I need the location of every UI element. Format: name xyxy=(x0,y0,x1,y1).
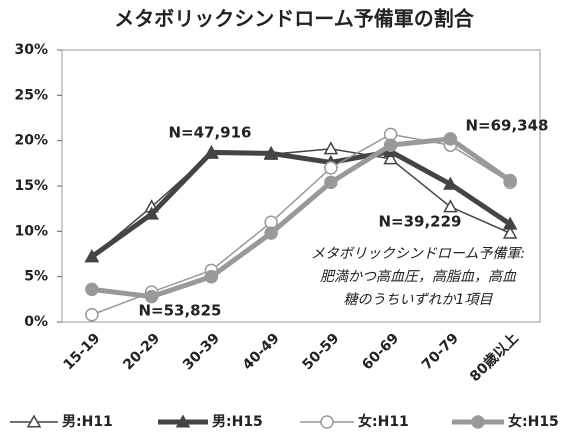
point xyxy=(204,269,219,284)
series-line xyxy=(91,148,511,258)
legend-label: 女:H15 xyxy=(508,413,559,430)
note: 糖のうちいずれか1項目 xyxy=(344,292,494,308)
point xyxy=(443,176,458,190)
chart-title: メタボリックシンドローム予備軍の割合 xyxy=(114,7,474,31)
x-tick-label: 60-69 xyxy=(359,330,402,373)
y-tick-label: 20% xyxy=(14,133,48,149)
point xyxy=(324,175,338,190)
x-tick-label: 15-19 xyxy=(61,330,104,373)
series-line xyxy=(91,136,512,300)
x-tick-label: 30-39 xyxy=(180,330,223,373)
point xyxy=(144,289,159,304)
point xyxy=(264,226,278,240)
x-tick-label: 20-29 xyxy=(120,330,163,373)
annotation: N=39,229 xyxy=(378,213,461,231)
point xyxy=(324,161,338,175)
x-tick-label: 40-49 xyxy=(240,330,283,373)
legend-label: 男:H15 xyxy=(212,414,263,430)
y-tick-label: 5% xyxy=(24,269,48,285)
x-tick-label: 70-79 xyxy=(419,330,462,373)
point xyxy=(320,415,334,429)
y-tick-label: 10% xyxy=(14,223,48,239)
note: メタボリックシンドローム予備軍: xyxy=(311,246,525,262)
point xyxy=(503,173,517,188)
point xyxy=(502,225,518,239)
legend-label: 男:H11 xyxy=(62,414,113,430)
y-tick-label: 25% xyxy=(14,87,48,103)
x-tick-label: 80歳以上 xyxy=(466,330,521,385)
series-line xyxy=(91,133,511,316)
y-tick-label: 15% xyxy=(14,178,48,194)
point xyxy=(383,138,398,152)
y-tick-label: 30% xyxy=(14,42,48,58)
point xyxy=(443,132,458,146)
point xyxy=(144,206,159,220)
point xyxy=(383,151,398,165)
point xyxy=(84,249,100,263)
point xyxy=(471,415,485,429)
point xyxy=(502,216,518,230)
point xyxy=(263,145,279,159)
y-tick-label: 0% xyxy=(24,314,48,330)
point xyxy=(204,144,219,159)
annotation: N=69,348 xyxy=(465,117,548,135)
point xyxy=(323,141,339,155)
point xyxy=(85,307,99,322)
note: 肥満かつ高血圧，高脂血，高血 xyxy=(320,269,517,285)
point xyxy=(175,414,191,428)
point xyxy=(443,199,458,213)
series-line xyxy=(90,148,512,259)
annotation: N=53,825 xyxy=(138,302,221,320)
annotation: N=47,916 xyxy=(168,124,251,142)
point xyxy=(26,414,42,428)
x-tick-label: 50-59 xyxy=(300,330,343,373)
legend-label: 女:H11 xyxy=(358,413,409,430)
point xyxy=(85,282,99,297)
